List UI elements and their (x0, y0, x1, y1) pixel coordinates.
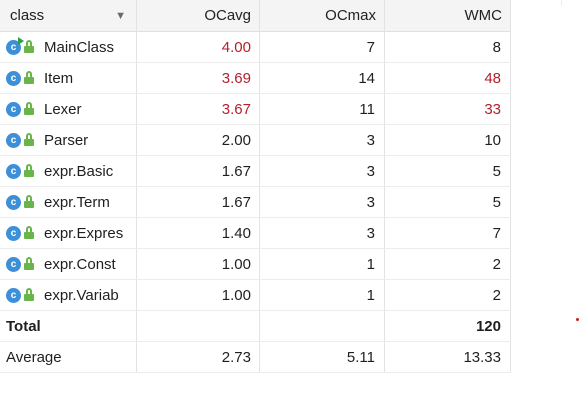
wmc-value: 2 (385, 249, 511, 279)
ocmax-value: 1 (260, 280, 385, 310)
metrics-table: class ▼ OCavg OCmax WMC c MainClass 4.00… (0, 0, 511, 373)
wmc-value: 48 (385, 63, 511, 93)
ocmax-value: 11 (260, 94, 385, 124)
ocavg-value: 1.67 (137, 156, 260, 186)
ocmax-value: 7 (260, 32, 385, 62)
column-header-class-label: class (10, 7, 45, 24)
average-ocavg: 2.73 (137, 342, 260, 372)
ocmax-value: 3 (260, 125, 385, 155)
total-row: Total 120 (0, 311, 511, 342)
ocavg-value: 1.00 (137, 249, 260, 279)
table-header: class ▼ OCavg OCmax WMC (0, 0, 511, 32)
lock-icon (24, 288, 36, 302)
class-cell: c MainClass (0, 32, 137, 62)
lock-icon (24, 102, 36, 116)
lock-icon (24, 133, 36, 147)
lock-icon (24, 195, 36, 209)
column-header-ocmax[interactable]: OCmax (260, 0, 385, 31)
wmc-value: 7 (385, 218, 511, 248)
ocmax-value: 3 (260, 156, 385, 186)
total-ocmax (260, 311, 385, 341)
column-header-wmc[interactable]: WMC (385, 0, 511, 31)
table-row[interactable]: c expr.Basic 1.67 3 5 (0, 156, 511, 187)
class-cell: c expr.Const (0, 249, 137, 279)
class-cell: c Item (0, 63, 137, 93)
table-row[interactable]: c expr.Const 1.00 1 2 (0, 249, 511, 280)
class-cell: c expr.Term (0, 187, 137, 217)
table-row[interactable]: c Item 3.69 14 48 (0, 63, 511, 94)
class-icon: c (6, 132, 21, 148)
lock-icon (24, 226, 36, 240)
lock-icon (24, 164, 36, 178)
marker-dot (576, 318, 579, 321)
class-name: expr.Expres (44, 224, 124, 242)
ocavg-value: 2.00 (137, 125, 260, 155)
lock-icon (24, 257, 36, 271)
average-row: Average 2.73 5.11 13.33 (0, 342, 511, 373)
sort-down-icon[interactable]: ▼ (115, 9, 126, 22)
class-cell: c Parser (0, 125, 137, 155)
ocavg-value: 3.67 (137, 94, 260, 124)
wmc-value: 8 (385, 32, 511, 62)
table-row[interactable]: c expr.Expres 1.40 3 7 (0, 218, 511, 249)
class-icon: c (6, 256, 21, 272)
class-icon: c (6, 163, 21, 179)
class-cell: c expr.Basic (0, 156, 137, 186)
wmc-value: 5 (385, 156, 511, 186)
class-name: expr.Variab (44, 286, 119, 304)
wmc-value: 2 (385, 280, 511, 310)
table-row[interactable]: c Lexer 3.67 11 33 (0, 94, 511, 125)
ocmax-value: 1 (260, 249, 385, 279)
ocmax-value: 14 (260, 63, 385, 93)
class-name: Parser (44, 131, 89, 149)
ocmax-value: 3 (260, 218, 385, 248)
ocavg-value: 4.00 (137, 32, 260, 62)
class-name: Item (44, 69, 74, 87)
lock-icon (24, 71, 36, 85)
table-row[interactable]: c expr.Term 1.67 3 5 (0, 187, 511, 218)
table-row[interactable]: c Parser 2.00 3 10 (0, 125, 511, 156)
class-icon: c (6, 36, 24, 55)
wmc-value: 10 (385, 125, 511, 155)
class-cell: c expr.Expres (0, 218, 137, 248)
lock-icon (24, 40, 36, 54)
ocmax-value: 3 (260, 187, 385, 217)
ocavg-value: 1.00 (137, 280, 260, 310)
class-icon: c (6, 194, 21, 210)
column-header-ocavg[interactable]: OCavg (137, 0, 260, 31)
class-icon: c (6, 70, 21, 86)
wmc-value: 5 (385, 187, 511, 217)
column-header-class[interactable]: class ▼ (0, 0, 137, 31)
class-icon: c (6, 101, 21, 117)
class-icon: c (6, 225, 21, 241)
total-ocavg (137, 311, 260, 341)
run-icon (18, 36, 24, 45)
table-row[interactable]: c expr.Variab 1.00 1 2 (0, 280, 511, 311)
average-label: Average (0, 342, 137, 372)
window-edge (561, 0, 562, 6)
class-name: expr.Basic (44, 162, 114, 180)
table-row[interactable]: c MainClass 4.00 7 8 (0, 32, 511, 63)
ocavg-value: 1.67 (137, 187, 260, 217)
class-cell: c Lexer (0, 94, 137, 124)
wmc-value: 33 (385, 94, 511, 124)
class-name: MainClass (44, 38, 115, 56)
total-label: Total (0, 311, 137, 341)
average-wmc: 13.33 (385, 342, 511, 372)
class-icon: c (6, 287, 21, 303)
class-name: expr.Term (44, 193, 110, 211)
class-name: expr.Const (44, 255, 116, 273)
ocavg-value: 1.40 (137, 218, 260, 248)
average-ocmax: 5.11 (260, 342, 385, 372)
total-wmc: 120 (385, 311, 511, 341)
class-cell: c expr.Variab (0, 280, 137, 310)
ocavg-value: 3.69 (137, 63, 260, 93)
class-name: Lexer (44, 100, 82, 118)
